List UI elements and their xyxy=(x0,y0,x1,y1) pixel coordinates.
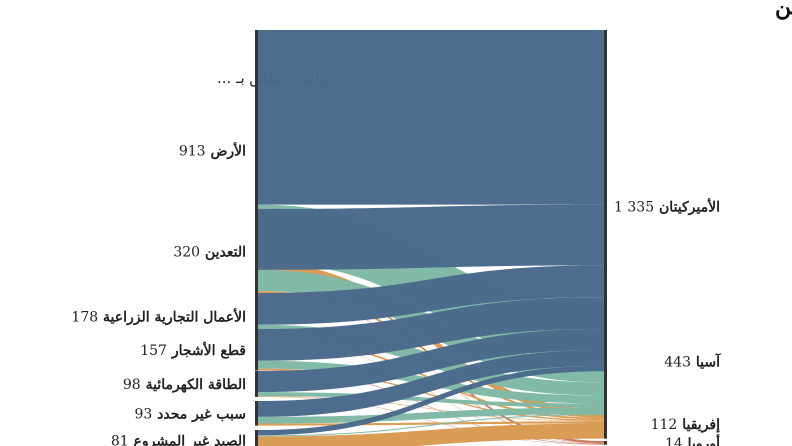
flow-link xyxy=(258,407,604,424)
source-name: قطع الأشجار xyxy=(167,341,246,359)
target-name: آسيا xyxy=(691,353,721,371)
target-name: أوروبا xyxy=(683,433,720,446)
target-value: 112 xyxy=(651,417,678,433)
source-label: 913 الأرض xyxy=(179,142,246,160)
source-name: الأعمال التجارية الزراعية xyxy=(98,308,246,326)
source-node xyxy=(255,209,258,294)
source-value: 320 xyxy=(173,244,200,260)
flow-link xyxy=(258,30,604,205)
flow-link xyxy=(258,328,604,393)
source-value: 93 xyxy=(134,406,152,422)
flow-link xyxy=(258,396,604,445)
target-node xyxy=(604,441,607,445)
source-label: 81 الصيد غير المشروع xyxy=(111,434,246,446)
source-label: 157 قطع الأشجار xyxy=(140,341,246,359)
flow-link xyxy=(258,423,604,446)
source-name: الطاقة الكهرمائية xyxy=(141,377,246,393)
source-name: سبب غير محدد xyxy=(152,406,246,422)
target-node xyxy=(604,303,607,421)
flow-link xyxy=(258,339,604,444)
target-label: 443 آسيا xyxy=(664,353,721,371)
target-value: 443 xyxy=(664,355,691,371)
target-node xyxy=(604,30,607,384)
source-node xyxy=(255,293,258,341)
source-node xyxy=(255,329,258,371)
source-label: 178 الأعمال التجارية الزراعية xyxy=(71,308,246,326)
source-node xyxy=(255,401,258,426)
source-node xyxy=(255,371,258,397)
target-label: 14 أوروبا xyxy=(665,433,720,446)
target-value: 1 335 xyxy=(614,200,654,216)
source-name: الصيد غير المشروع xyxy=(129,434,246,446)
chart-title: 70% منهم في منطقة الأميركيتين xyxy=(775,0,792,20)
source-name: الأرض xyxy=(206,142,246,160)
source-value: 913 xyxy=(179,144,206,160)
source-value: 98 xyxy=(123,377,141,393)
source-label: 320 التعدين xyxy=(173,244,246,260)
source-value: 157 xyxy=(140,343,167,359)
target-value: 14 xyxy=(665,436,683,446)
source-node xyxy=(255,430,258,446)
source-value: 81 xyxy=(111,434,129,446)
flow-link xyxy=(258,365,604,436)
flow-link xyxy=(258,350,604,417)
target-name: الأميركيتان xyxy=(654,198,720,216)
flow-link xyxy=(258,265,604,325)
flow-link xyxy=(258,414,604,437)
source-value: 178 xyxy=(71,310,98,326)
flow-link xyxy=(258,204,604,270)
target-node xyxy=(604,409,607,439)
source-label: 98 الطاقة الكهرمائية xyxy=(123,377,246,393)
flow-link xyxy=(258,369,604,445)
target-name: إفريقيا xyxy=(677,417,720,434)
flow-link xyxy=(258,297,604,361)
nodes-group xyxy=(255,30,607,446)
flows-group xyxy=(258,30,604,446)
target-label: 1 335 الأميركيتان xyxy=(614,198,720,216)
flow-link xyxy=(258,368,604,421)
source-node xyxy=(255,30,258,272)
target-label: 112 إفريقيا xyxy=(651,417,720,434)
flow-link xyxy=(258,396,604,422)
source-label: 93 سبب غير محدد xyxy=(134,406,246,422)
labels-group: 913 الأرض 320 التعدين 178 الأعمال التجارية… xyxy=(71,142,721,446)
source-name: التعدين xyxy=(200,244,246,260)
